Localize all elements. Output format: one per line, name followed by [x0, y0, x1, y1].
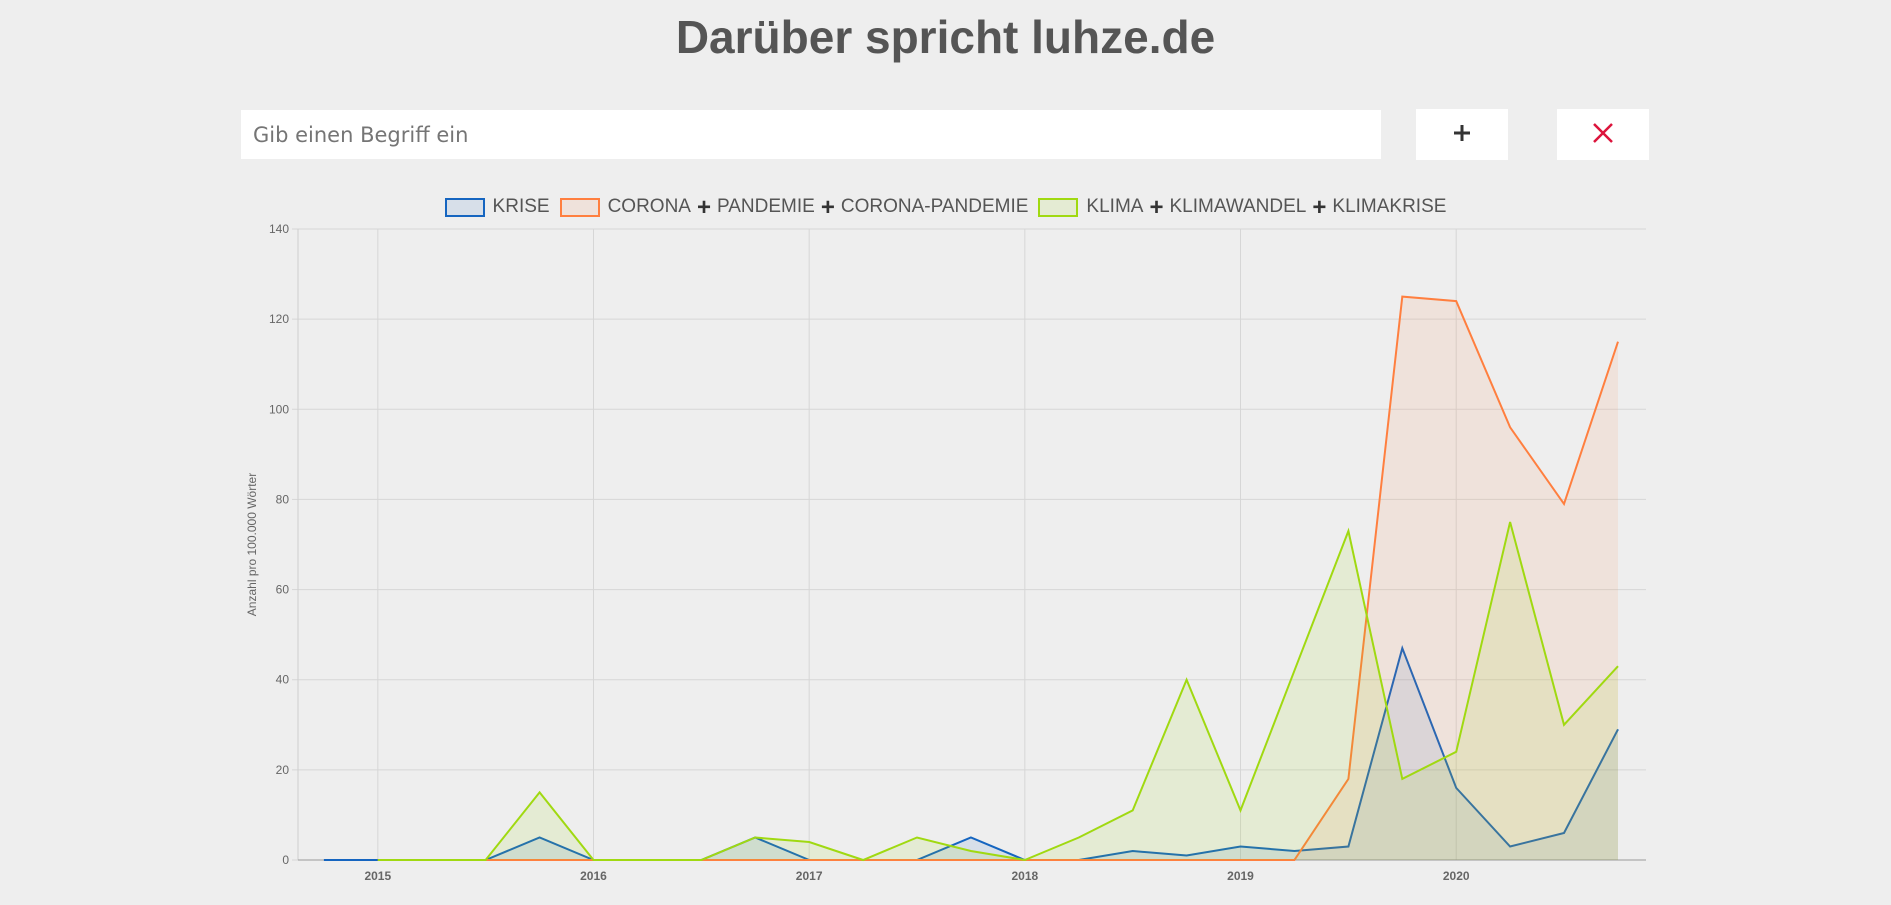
series-area-1 — [323, 648, 1618, 860]
plus-icon: + — [1312, 193, 1327, 221]
x-tick-label: 2020 — [1443, 869, 1470, 883]
legend-label: KLIMA — [1086, 196, 1144, 217]
plus-icon — [1452, 123, 1472, 146]
legend-label: PANDEMIE — [717, 196, 815, 217]
series-line-2 — [377, 295, 1619, 861]
x-tick-label: 2017 — [796, 869, 823, 883]
x-tick-label: 2018 — [1011, 869, 1038, 883]
plus-icon: + — [696, 193, 711, 221]
y-tick-label: 140 — [269, 222, 289, 236]
legend-swatch — [1038, 197, 1079, 217]
y-tick-label: 120 — [269, 312, 289, 326]
legend-label: KLIMAWANDEL — [1169, 196, 1307, 217]
page-title: Darüber spricht luhze.de — [675, 11, 1216, 63]
y-axis-title: Anzahl pro 100.000 Wörter — [245, 473, 259, 616]
add-term-button[interactable] — [1416, 109, 1508, 160]
series-area-3 — [377, 522, 1618, 860]
legend-item-3[interactable]: KLIMA + KLIMAWANDEL + KLIMAKRISE — [1038, 193, 1447, 221]
legend-label: KLIMAKRISE — [1332, 196, 1447, 217]
y-tick-label: 100 — [269, 402, 289, 416]
series-area-2 — [377, 296, 1618, 861]
x-tick-label: 2019 — [1227, 869, 1254, 883]
plus-icon: + — [1149, 193, 1164, 221]
x-tick-label: 2016 — [580, 869, 607, 883]
y-tick-label: 20 — [276, 763, 290, 777]
legend-swatch — [444, 197, 485, 217]
clear-button[interactable] — [1557, 109, 1649, 160]
y-tick-label: 0 — [282, 853, 289, 867]
series-line-1 — [323, 644, 1619, 861]
series-line-3 — [377, 521, 1619, 862]
legend-item-1[interactable]: KRISE — [444, 196, 550, 218]
y-tick-label: 60 — [276, 583, 290, 597]
legend-label: CORONA-PANDEMIE — [840, 196, 1029, 217]
legend-swatch — [559, 197, 600, 217]
x-tick-label: 2015 — [364, 869, 391, 883]
search-input[interactable] — [241, 110, 1381, 159]
legend-item-2[interactable]: CORONA + PANDEMIE + CORONA-PANDEMIE — [559, 193, 1029, 221]
legend-label: KRISE — [492, 196, 550, 217]
close-icon — [1592, 122, 1614, 147]
chart-legend: KRISE CORONA + PANDEMIE + CORONA-PANDEMIE KLIM… — [0, 193, 1891, 221]
y-tick-label: 80 — [276, 492, 290, 506]
plus-icon: + — [820, 193, 835, 221]
y-tick-label: 40 — [276, 673, 290, 687]
legend-label: CORONA — [607, 196, 691, 217]
